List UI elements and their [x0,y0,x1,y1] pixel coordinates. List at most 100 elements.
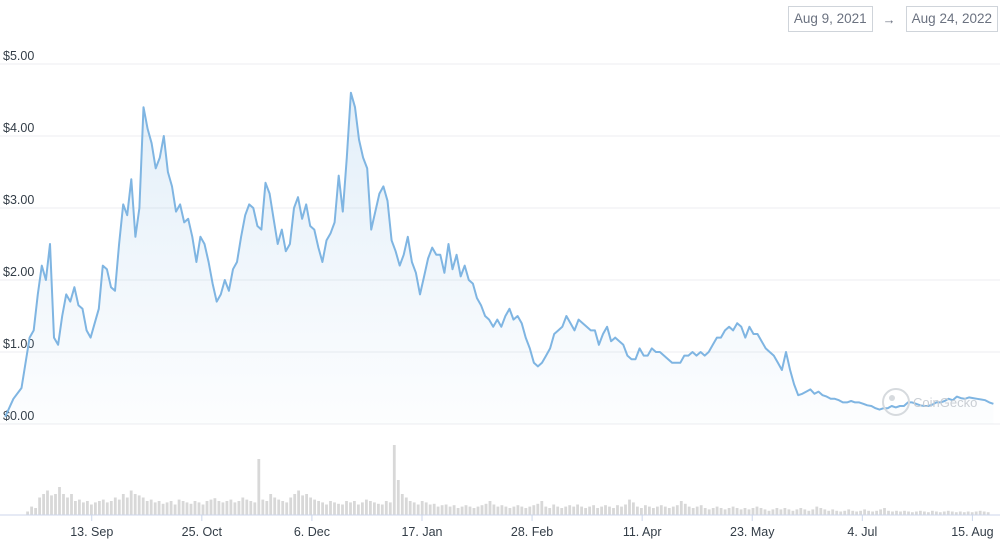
volume-bar [831,509,835,515]
volume-bar [480,505,484,515]
volume-bar [815,506,819,515]
volume-bar [875,510,878,515]
volume-bar [787,509,791,515]
volume-bar [105,502,109,515]
volume-bar [90,504,93,515]
volume-bar [604,505,607,515]
range-arrow-icon: → [882,11,896,27]
x-tick-label: 25. Oct [182,525,223,539]
volume-bar [887,510,890,515]
volume-bar [580,506,583,515]
date-range-selector: Aug 9, 2021 → Aug 24, 2022 [787,6,998,32]
volume-bar [911,512,914,515]
volume-bar [532,505,536,515]
volume-bar [412,502,416,515]
start-date-input[interactable]: Aug 9, 2021 [787,6,873,32]
volume-bar [508,508,512,515]
volume-bar [173,504,177,515]
volume-bar [691,508,695,515]
y-tick-label: $3.00 [3,193,34,207]
volume-bar [855,511,858,515]
volume-bar [38,497,41,515]
end-date-input[interactable]: Aug 24, 2022 [905,6,998,32]
volume-bar [823,509,827,515]
volume-bar [70,494,73,515]
volume-bar [919,510,922,515]
volume-bar [843,510,847,515]
volume-bar [795,509,799,515]
volume-bar [775,508,779,515]
volume-bar [966,511,970,515]
volume-bar [895,510,898,515]
volume-bar [169,501,173,515]
volume-bar [847,509,851,515]
volume-bar [257,459,261,515]
volume-bar [974,511,978,515]
volume-bar [899,511,902,515]
volume-bar [193,501,197,515]
volume-bar [743,508,747,515]
volume-bar [683,503,687,515]
volume-bar [456,508,460,515]
volume-bar [671,506,675,515]
volume-bar [667,508,671,515]
volume-bar [783,508,787,515]
volume-bar [839,511,843,515]
volume-bar [197,502,201,515]
volume-bar [365,499,368,515]
volume-bar [592,505,595,515]
y-tick-label: $1.00 [3,337,34,351]
volume-bar [269,494,273,515]
volume-bar [177,499,181,515]
volume-bar [94,502,97,515]
volume-bar [245,499,249,515]
volume-bar [273,497,277,515]
volume-bar [373,502,376,515]
volume-bar [205,501,209,515]
volume-bar [460,506,464,515]
volume-bar [201,504,205,515]
volume-bar [98,501,101,515]
volume-bar [26,511,29,515]
volume-bar [950,511,954,515]
volume-bar [679,501,683,515]
volume-bar [237,501,241,515]
volume-bar [520,506,524,515]
volume-bar [233,502,237,515]
x-tick-label: 11. Apr [623,525,662,539]
x-axis: 13. Sep 25. Oct 6. Dec 17. Jan 28. Feb 11. Ap… [0,514,1000,539]
volume-bar [436,506,440,515]
volume-bar [986,512,990,515]
price-line [4,91,994,418]
volume-bar [281,501,285,515]
volume-bar [253,502,257,515]
volume-bar [711,508,715,515]
volume-bar [129,490,133,515]
volume-bar [109,501,113,515]
volume-bar [907,511,910,515]
volume-bar [871,511,874,515]
volume-bar [699,505,703,515]
volume-bar [428,504,432,515]
volume-bar [221,502,225,515]
volume-bar [859,510,862,515]
x-tick-label: 15. Aug [951,525,993,539]
volume-bar [297,490,300,515]
volume-bar [572,506,576,515]
volume-bar [488,501,492,515]
x-tick-label: 23. May [730,525,775,539]
volume-bar [329,501,332,515]
volume-bar [384,501,388,515]
volume-bar [954,512,958,515]
volume-bars [26,445,990,515]
volume-bar [62,494,65,515]
volume-bar [588,506,591,515]
volume-bar [835,510,839,515]
coingecko-watermark: CoinGecko [882,388,977,416]
volume-bar [544,506,548,515]
volume-bar [958,511,962,515]
volume-bar [552,504,556,515]
volume-bar [719,508,723,515]
volume-bar [524,508,528,515]
